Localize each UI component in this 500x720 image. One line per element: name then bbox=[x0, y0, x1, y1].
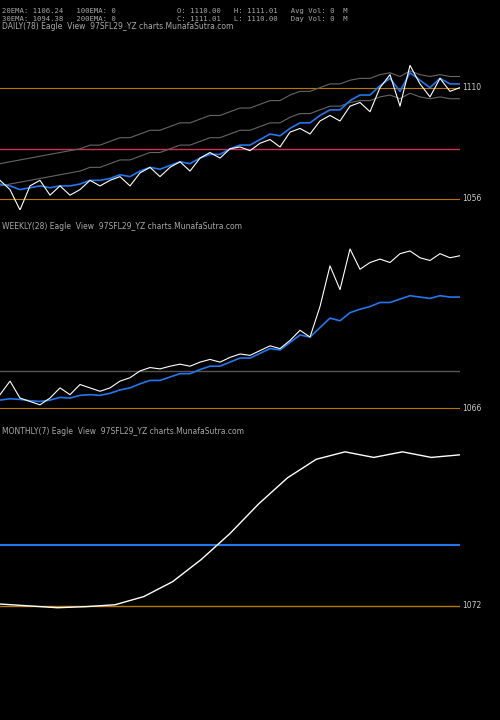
Text: 20EMA: 1106.24   100EMA: 0              O: 1110.00   H: 1111.01   Avg Vol: 0  M: 20EMA: 1106.24 100EMA: 0 O: 1110.00 H: 1… bbox=[2, 8, 348, 14]
Text: MONTHLY(7) Eagle  View  97SFL29_YZ charts.MunafaSutra.com: MONTHLY(7) Eagle View 97SFL29_YZ charts.… bbox=[2, 427, 244, 436]
Text: 1110: 1110 bbox=[462, 83, 481, 92]
Text: 1056: 1056 bbox=[462, 194, 481, 203]
Text: WEEKLY(28) Eagle  View  97SFL29_YZ charts.MunafaSutra.com: WEEKLY(28) Eagle View 97SFL29_YZ charts.… bbox=[2, 222, 242, 231]
Text: 1066: 1066 bbox=[462, 404, 481, 413]
Text: DAILY(78) Eagle  View  97SFL29_YZ charts.MunafaSutra.com: DAILY(78) Eagle View 97SFL29_YZ charts.M… bbox=[2, 22, 234, 31]
Text: 1072: 1072 bbox=[462, 601, 481, 611]
Text: 30EMA: 1094.38   200EMA: 0              C: 1111.01   L: 1110.00   Day Vol: 0  M: 30EMA: 1094.38 200EMA: 0 C: 1111.01 L: 1… bbox=[2, 16, 348, 22]
